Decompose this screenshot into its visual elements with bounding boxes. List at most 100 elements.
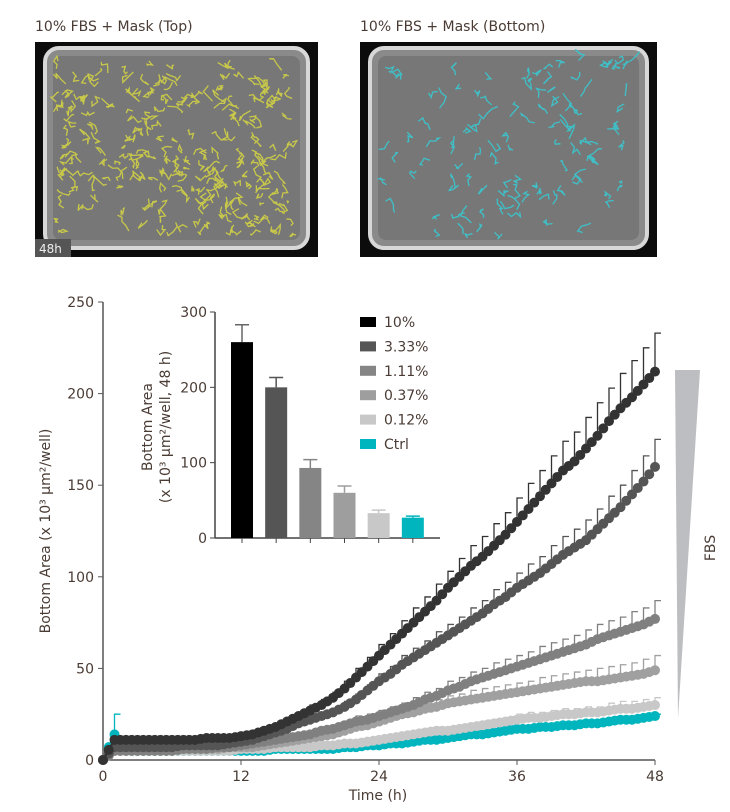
legend-swatch [360, 365, 376, 376]
legend-swatch [360, 390, 376, 401]
error-bar [527, 563, 535, 581]
cell-mask [450, 62, 457, 76]
cell-mask [265, 98, 274, 109]
microscopy-image-bottom [360, 42, 657, 257]
cell-mask [391, 68, 403, 78]
error-bar [631, 359, 638, 398]
cell-mask [130, 87, 142, 97]
data-point [650, 665, 660, 676]
cell-mask [87, 174, 107, 186]
cell-mask [125, 108, 134, 114]
cell-mask [450, 212, 465, 219]
data-point [621, 495, 632, 506]
cell-mask [223, 128, 236, 142]
data-point [627, 392, 637, 403]
cell-mask [166, 64, 175, 70]
cell-mask [61, 137, 70, 149]
legend-label: 1.11% [384, 364, 428, 380]
cell-mask [447, 184, 460, 192]
cell-mask [124, 134, 133, 142]
bar-error [235, 324, 249, 343]
data-point [627, 489, 637, 500]
error-bar [585, 416, 592, 449]
y-axis-label: Bottom Area (x 10³ µm²/well) [38, 429, 54, 634]
cell-mask [251, 131, 260, 145]
cell-mask [60, 141, 72, 148]
cell-mask [509, 101, 520, 118]
data-point [512, 516, 522, 527]
cell-mask [203, 221, 211, 230]
data-point [581, 443, 591, 454]
cell-mask [536, 187, 542, 195]
cell-mask [215, 171, 229, 188]
cell-mask [568, 103, 576, 114]
cell-mask [277, 88, 283, 95]
cell-mask [173, 158, 179, 173]
cell-mask [158, 215, 166, 223]
cell-mask [207, 166, 217, 175]
cell-mask [52, 72, 67, 85]
cell-mask [59, 153, 69, 160]
cell-mask [406, 131, 414, 143]
cell-mask [73, 93, 86, 101]
cell-mask [232, 179, 242, 187]
cell-mask [128, 134, 136, 143]
cell-mask [622, 60, 628, 70]
data-point [546, 478, 557, 489]
cell-mask [467, 123, 478, 133]
cell-mask [236, 157, 244, 164]
cell-mask [117, 214, 130, 232]
cell-mask [201, 200, 209, 211]
cell-mask [287, 139, 299, 148]
cell-mask [52, 54, 59, 69]
cell-mask [254, 152, 264, 163]
bar-error [303, 458, 318, 468]
cell-mask [562, 92, 573, 112]
cell-mask [209, 193, 215, 204]
data-point [535, 491, 545, 502]
series-line [102, 370, 656, 761]
cell-mask [67, 120, 77, 128]
cell-mask [604, 199, 614, 209]
cell-mask [141, 115, 159, 121]
cell-mask [586, 148, 602, 161]
cell-mask [192, 147, 207, 156]
cell-mask [532, 69, 542, 77]
cell-mask [438, 87, 447, 109]
data-point [540, 484, 551, 495]
cell-mask [149, 200, 158, 208]
cell-mask [255, 192, 264, 199]
cell-mask [171, 184, 188, 197]
cell-mask [87, 123, 94, 130]
bar-error [269, 376, 284, 388]
cell-mask [236, 160, 244, 169]
cell-mask [120, 206, 125, 216]
cell-mask [616, 103, 625, 114]
cell-mask [87, 74, 99, 82]
cell-mask [215, 85, 224, 92]
cell-mask [259, 202, 264, 206]
time-label-box [35, 239, 71, 257]
error-bar [562, 535, 569, 555]
error-bar [654, 438, 661, 467]
cell-mask [248, 93, 265, 104]
cell-mask [559, 113, 572, 128]
cell-mask [153, 79, 161, 87]
cell-mask [129, 171, 141, 182]
cell-mask [157, 207, 167, 217]
cell-mask [537, 103, 548, 115]
cell-mask [283, 86, 293, 100]
cell-mask [225, 202, 232, 216]
cell-mask [139, 73, 150, 86]
cell-mask [616, 184, 623, 192]
cell-mask [57, 228, 69, 234]
cell-mask [59, 169, 65, 178]
cell-mask [450, 173, 456, 189]
cell-mask [137, 219, 148, 229]
cell-mask [217, 59, 231, 70]
error-bar [642, 455, 650, 482]
error-bar [631, 469, 638, 495]
cell-mask [120, 144, 126, 149]
cell-mask [57, 194, 65, 209]
